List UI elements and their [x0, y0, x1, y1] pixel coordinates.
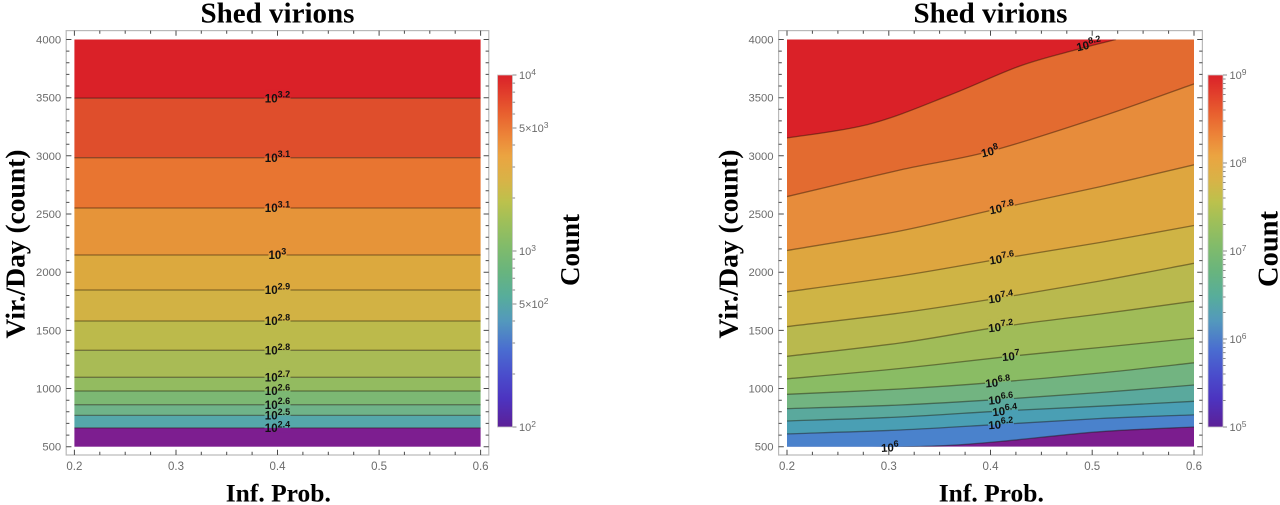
- svg-text:500: 500: [42, 442, 61, 454]
- svg-text:3000: 3000: [748, 151, 773, 163]
- svg-text:2000: 2000: [36, 267, 61, 279]
- svg-text:0.5: 0.5: [371, 461, 387, 473]
- svg-text:3500: 3500: [36, 93, 61, 105]
- svg-text:2500: 2500: [748, 209, 773, 221]
- svg-text:0.2: 0.2: [779, 461, 795, 473]
- svg-text:Count: Count: [1254, 210, 1280, 287]
- svg-text:2500: 2500: [36, 209, 61, 221]
- svg-text:4000: 4000: [748, 35, 773, 47]
- svg-text:1500: 1500: [36, 325, 61, 337]
- svg-text:500: 500: [755, 442, 774, 454]
- svg-text:3000: 3000: [36, 151, 61, 163]
- svg-text:0.6: 0.6: [473, 461, 489, 473]
- svg-text:Vir./Day (count): Vir./Day (count): [713, 150, 744, 339]
- svg-text:3500: 3500: [748, 93, 773, 105]
- svg-text:5×102: 5×102: [519, 296, 549, 311]
- svg-text:1500: 1500: [748, 325, 773, 337]
- svg-text:0.2: 0.2: [66, 461, 82, 473]
- svg-text:0.3: 0.3: [168, 461, 184, 473]
- svg-text:Count: Count: [555, 214, 585, 286]
- svg-text:0.6: 0.6: [1186, 461, 1202, 473]
- svg-text:2000: 2000: [748, 267, 773, 279]
- svg-text:Shed virions: Shed virions: [201, 0, 355, 30]
- svg-text:5×103: 5×103: [519, 120, 549, 135]
- svg-text:Inf. Prob.: Inf. Prob.: [939, 479, 1044, 505]
- svg-text:4000: 4000: [36, 35, 61, 47]
- svg-text:1000: 1000: [748, 384, 773, 396]
- svg-text:0.4: 0.4: [270, 461, 287, 473]
- svg-text:0.5: 0.5: [1084, 461, 1100, 473]
- svg-text:0.4: 0.4: [983, 461, 1000, 473]
- svg-text:1000: 1000: [36, 384, 61, 396]
- svg-text:Vir./Day (count): Vir./Day (count): [0, 150, 31, 339]
- svg-text:Inf. Prob.: Inf. Prob.: [226, 479, 331, 505]
- svg-text:0.3: 0.3: [881, 461, 897, 473]
- svg-text:Shed virions: Shed virions: [914, 0, 1068, 30]
